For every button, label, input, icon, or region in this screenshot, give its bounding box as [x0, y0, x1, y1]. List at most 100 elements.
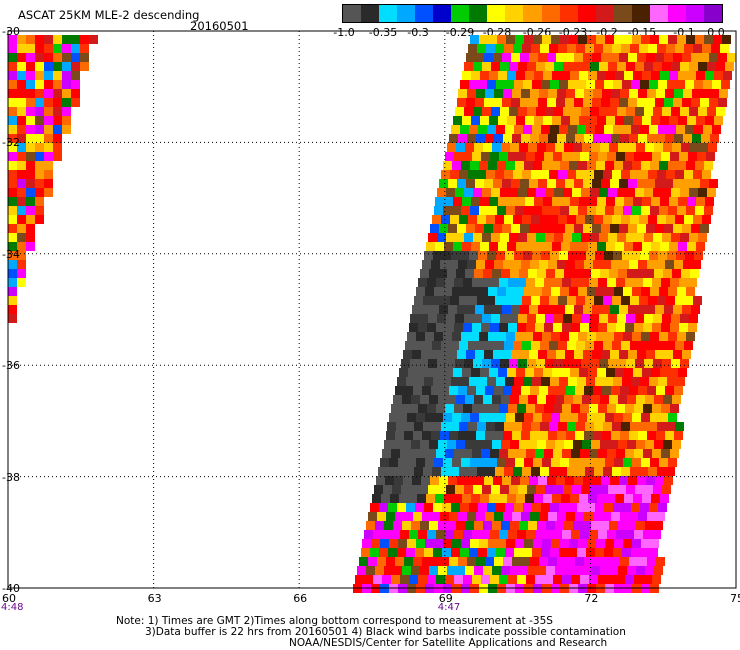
- data-cell: [573, 440, 582, 449]
- data-cell: [462, 368, 471, 377]
- data-cell: [714, 116, 723, 125]
- data-cell: [17, 152, 26, 161]
- data-cell: [522, 341, 531, 350]
- data-cell: [8, 170, 17, 179]
- data-cell: [620, 431, 629, 440]
- data-cell: [536, 188, 545, 197]
- data-cell: [17, 44, 26, 53]
- data-cell: [578, 332, 587, 341]
- data-cell: [493, 476, 502, 485]
- data-cell: [667, 80, 676, 89]
- data-cell: [636, 143, 645, 152]
- data-cell: [487, 80, 496, 89]
- data-cell: [388, 548, 397, 557]
- data-cell: [419, 359, 428, 368]
- data-cell: [502, 179, 511, 188]
- data-cell: [570, 368, 579, 377]
- data-cell: [35, 62, 44, 71]
- data-cell: [414, 341, 423, 350]
- data-cell: [421, 476, 430, 485]
- data-cell: [595, 377, 604, 386]
- data-cell: [473, 233, 482, 242]
- data-cell: [372, 494, 381, 503]
- data-cell: [645, 143, 654, 152]
- data-cell: [618, 440, 627, 449]
- data-cell: [545, 107, 554, 116]
- data-cell: [607, 449, 616, 458]
- data-cell: [8, 71, 17, 80]
- data-cell: [384, 440, 393, 449]
- data-cell: [660, 494, 669, 503]
- data-cell: [490, 404, 499, 413]
- data-cell: [556, 305, 565, 314]
- data-cell: [607, 530, 616, 539]
- data-cell: [663, 395, 672, 404]
- data-cell: [497, 206, 506, 215]
- data-cell: [556, 350, 565, 359]
- data-cell: [448, 224, 457, 233]
- data-cell: [26, 152, 35, 161]
- data-cell: [483, 566, 492, 575]
- data-cell: [664, 476, 673, 485]
- data-cell: [498, 197, 507, 206]
- data-cell: [17, 197, 26, 206]
- data-cell: [438, 440, 447, 449]
- data-cell: [395, 512, 404, 521]
- data-cell: [653, 188, 662, 197]
- data-cell: [433, 548, 442, 557]
- data-cell: [483, 440, 492, 449]
- data-cell: [533, 332, 542, 341]
- data-cell: [665, 386, 674, 395]
- data-cell: [521, 89, 530, 98]
- data-cell: [536, 107, 545, 116]
- data-cell: [520, 476, 529, 485]
- data-cell: [614, 161, 623, 170]
- data-cell: [582, 566, 591, 575]
- data-cell: [35, 44, 44, 53]
- data-cell: [579, 116, 588, 125]
- data-cell: [663, 143, 672, 152]
- data-cell: [605, 413, 614, 422]
- data-cell: [71, 71, 80, 80]
- data-cell: [700, 179, 709, 188]
- data-cell: [606, 116, 615, 125]
- data-cell: [535, 152, 544, 161]
- data-cell: [426, 494, 435, 503]
- data-cell: [427, 323, 436, 332]
- data-cell: [412, 350, 421, 359]
- data-cell: [8, 260, 17, 269]
- data-cell: [514, 548, 523, 557]
- data-cell: [454, 404, 463, 413]
- data-cell: [441, 341, 450, 350]
- data-cell: [497, 332, 506, 341]
- data-cell: [603, 296, 612, 305]
- data-cell: [704, 35, 713, 44]
- data-cell: [579, 197, 588, 206]
- data-cell: [404, 512, 413, 521]
- data-cell: [533, 206, 542, 215]
- data-cell: [615, 368, 624, 377]
- data-cell: [575, 512, 584, 521]
- data-cell: [653, 107, 662, 116]
- data-cell: [698, 233, 707, 242]
- data-cell: [8, 116, 17, 125]
- data-cell: [680, 62, 689, 71]
- data-cell: [673, 224, 682, 233]
- data-cell: [442, 503, 451, 512]
- data-cell: [542, 287, 551, 296]
- data-cell: [468, 170, 477, 179]
- data-cell: [472, 575, 481, 584]
- data-cell: [502, 53, 511, 62]
- data-cell: [716, 107, 725, 116]
- data-cell: [648, 422, 657, 431]
- data-cell: [702, 44, 711, 53]
- data-cell: [483, 521, 492, 530]
- data-cell: [558, 215, 567, 224]
- data-cell: [624, 116, 633, 125]
- data-cell: [470, 161, 479, 170]
- data-cell: [707, 188, 716, 197]
- data-cell: [583, 98, 592, 107]
- data-cell: [561, 71, 570, 80]
- data-cell: [632, 539, 641, 548]
- data-cell: [667, 251, 676, 260]
